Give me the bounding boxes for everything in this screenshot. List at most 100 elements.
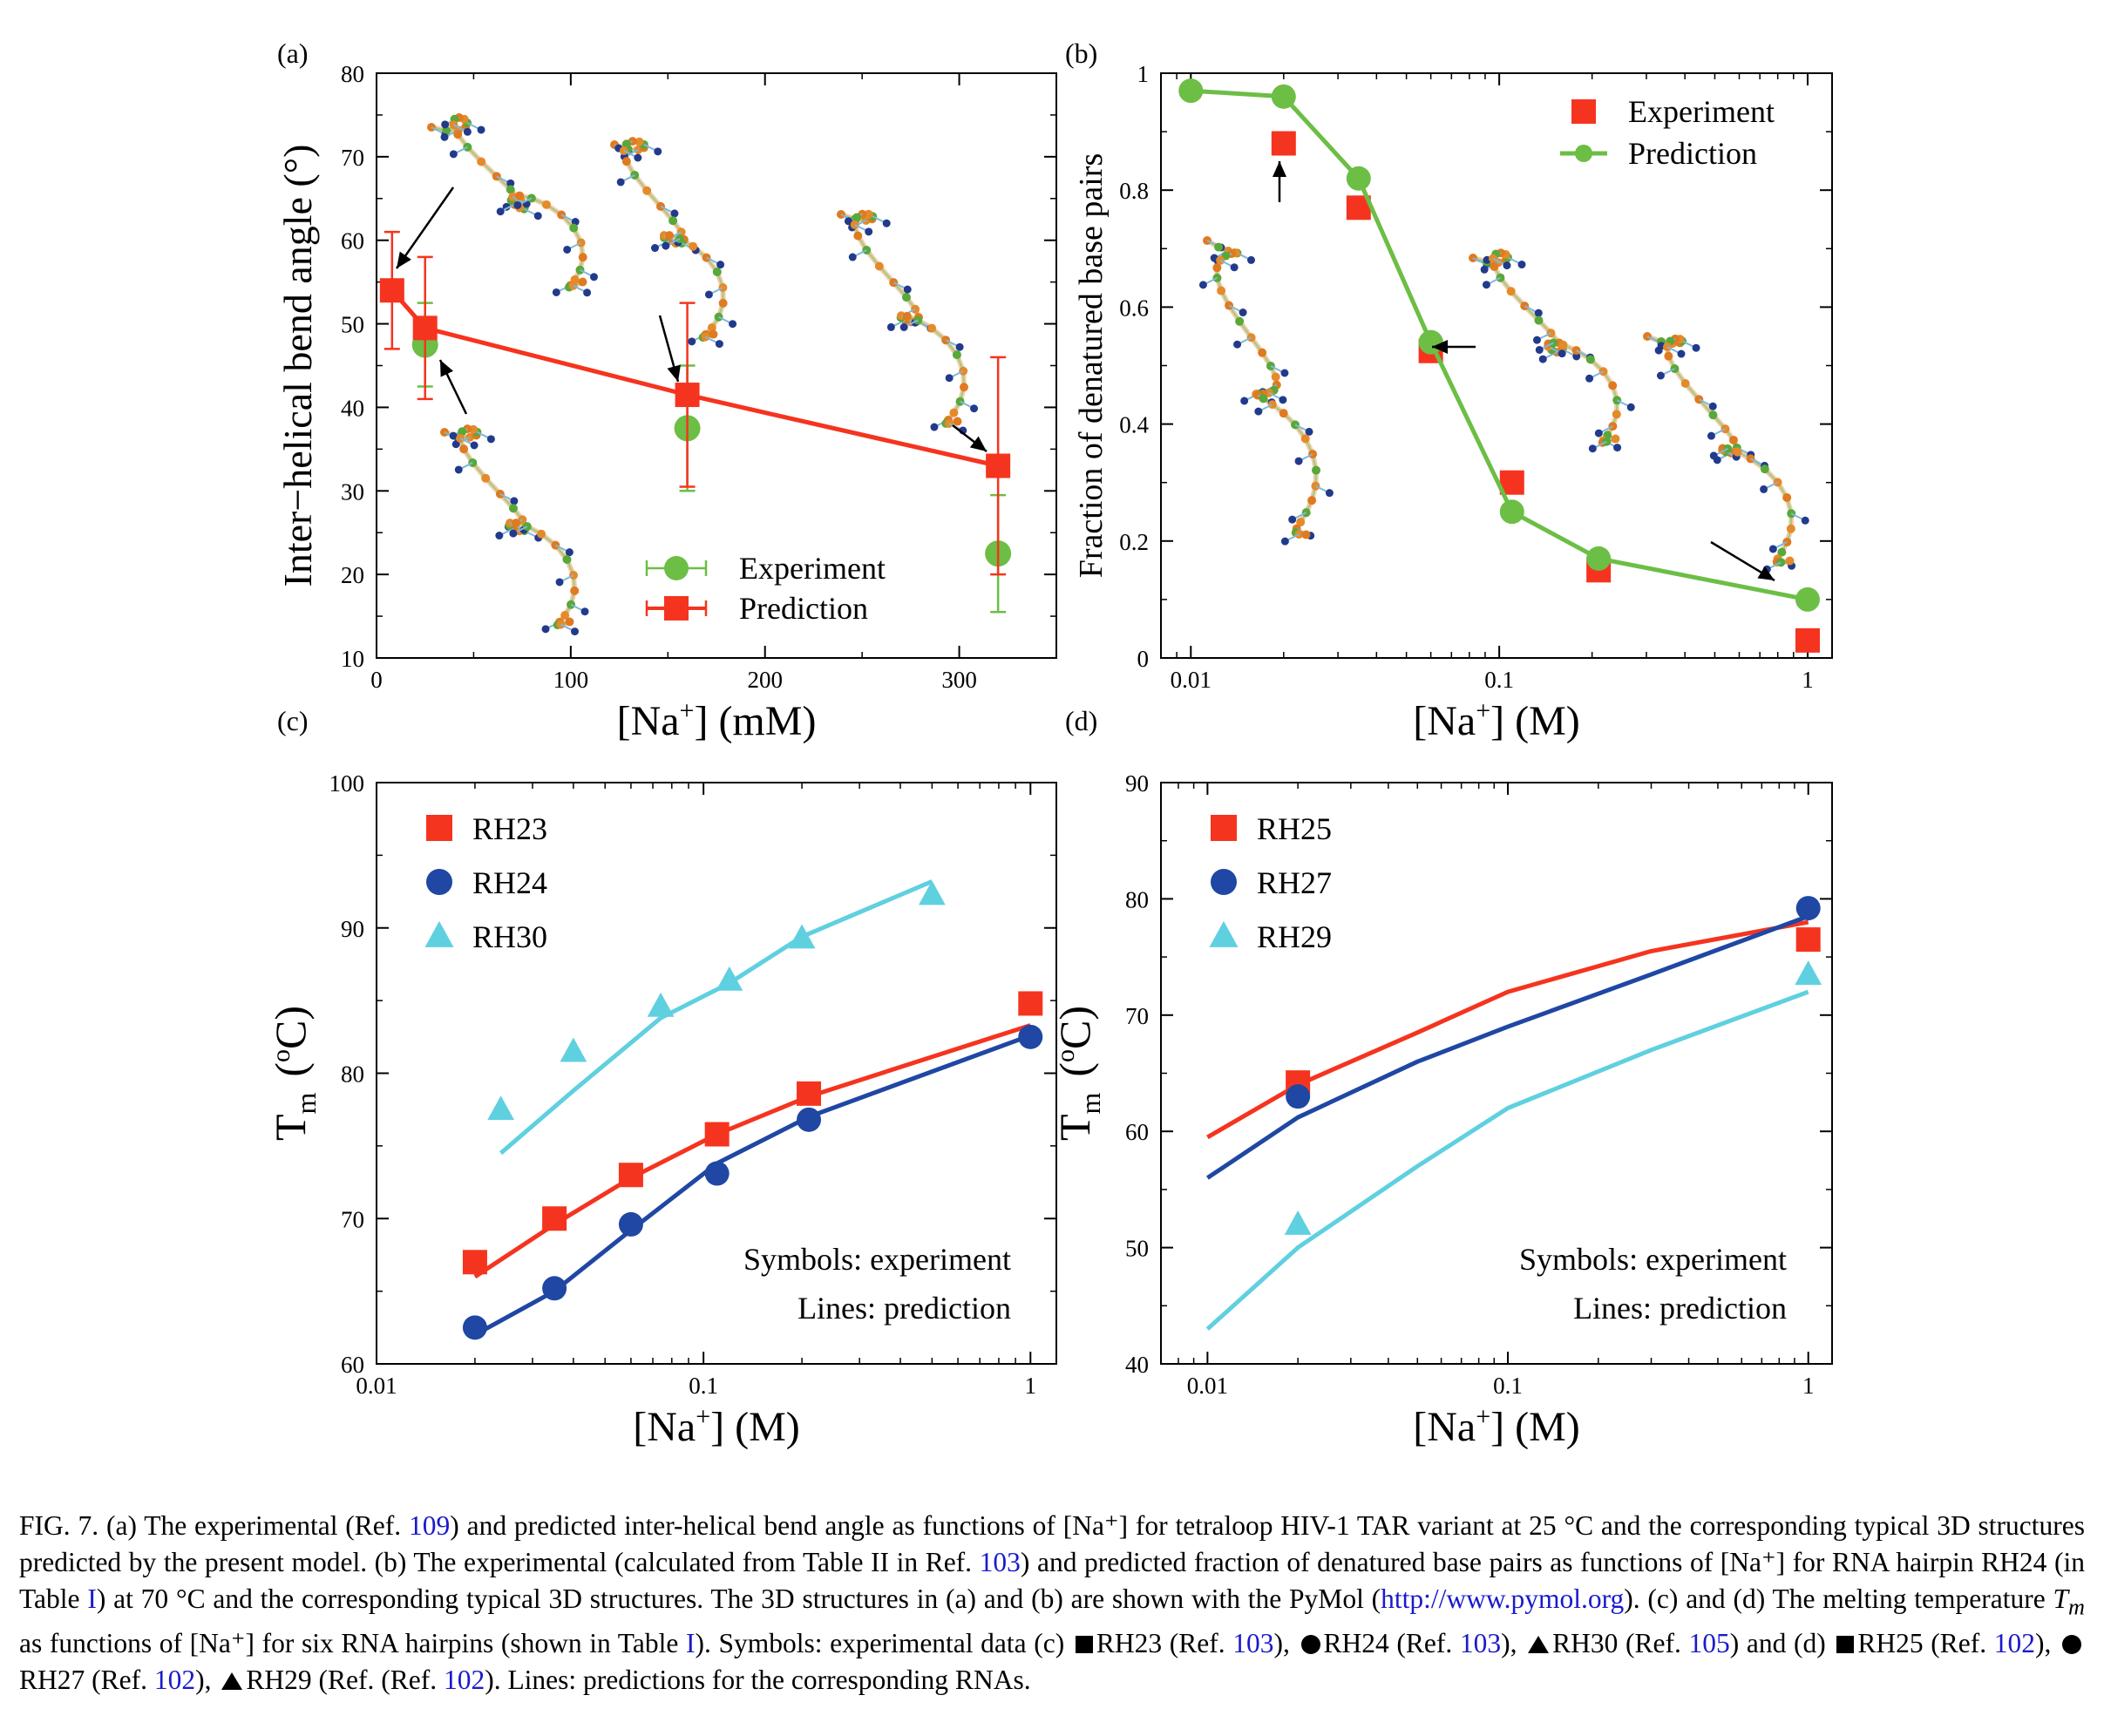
legend: Experiment Prediction bbox=[1560, 94, 1775, 171]
molecule-base-atom bbox=[903, 285, 912, 294]
x-tick-label: 100 bbox=[553, 667, 589, 693]
molecule-atom bbox=[853, 231, 863, 241]
molecule-base-atom bbox=[1708, 402, 1717, 410]
molecule-base-atom bbox=[1233, 340, 1242, 349]
molecule-atom bbox=[1490, 261, 1499, 271]
y-tick-label: 40 bbox=[341, 395, 364, 421]
molecule-atom bbox=[1585, 355, 1595, 364]
y-tick-label: 20 bbox=[341, 562, 364, 588]
data-point bbox=[918, 880, 946, 905]
x-axis-label-part: [Na bbox=[1413, 1404, 1476, 1450]
molecule-base-atom bbox=[470, 441, 478, 450]
molecule-base-atom bbox=[1585, 374, 1594, 383]
molecule-base-atom bbox=[1280, 537, 1289, 546]
caption-url-link[interactable]: http://www.pymol.org bbox=[1381, 1583, 1625, 1614]
molecule-base-atom bbox=[1760, 485, 1768, 493]
y-axis-label: Tm (oC) bbox=[1050, 1006, 1106, 1141]
caption-ref-link[interactable]: 105 bbox=[1688, 1628, 1730, 1659]
caption-text: ). Lines: predictions for the correspond… bbox=[485, 1665, 1031, 1696]
molecule-base-atom bbox=[451, 440, 460, 449]
molecule-base-atom bbox=[930, 423, 939, 431]
molecule-base-atom bbox=[1656, 371, 1665, 380]
x-tick-label: 0.1 bbox=[1493, 1373, 1523, 1399]
y-axis-label-sup: o bbox=[267, 1049, 295, 1062]
caption-text: RH23 (Ref. bbox=[1096, 1628, 1225, 1659]
caption-ref-link[interactable]: 103 bbox=[1459, 1628, 1502, 1659]
arrow-icon bbox=[1710, 540, 1775, 582]
caption-text: RH24 (Ref. bbox=[1323, 1628, 1453, 1659]
molecule-base-atom bbox=[495, 532, 504, 540]
caption-ref-link[interactable]: 103 bbox=[1232, 1628, 1274, 1659]
legend-label: RH24 bbox=[472, 865, 547, 900]
caption-ref-link[interactable]: 109 bbox=[409, 1510, 451, 1541]
molecule-base-atom bbox=[541, 625, 550, 634]
molecule-base-atom bbox=[662, 241, 670, 250]
molecule-atom bbox=[506, 185, 515, 194]
molecule-base-atom bbox=[945, 374, 954, 383]
molecule-atom bbox=[1708, 410, 1718, 420]
x-tick-label: 1 bbox=[1025, 1373, 1037, 1399]
molecule-base-atom bbox=[970, 404, 979, 413]
y-axis-label-part: ( bbox=[266, 1062, 315, 1077]
molecule-base-atom bbox=[899, 322, 908, 331]
arrow-icon bbox=[395, 186, 455, 269]
molecule-atom bbox=[458, 427, 467, 437]
x-axis-label-sup: + bbox=[1476, 1402, 1490, 1431]
x-tick-label: 0.01 bbox=[1171, 667, 1211, 693]
caption-ref-link[interactable]: 102 bbox=[153, 1665, 196, 1696]
molecule-base-atom bbox=[882, 219, 891, 227]
molecule-base-atom bbox=[1480, 265, 1489, 274]
molecule-base-atom bbox=[1768, 545, 1777, 553]
y-tick-label: 50 bbox=[341, 312, 364, 338]
x-tick-label: 0.1 bbox=[689, 1373, 718, 1399]
molecule-atom bbox=[1300, 434, 1310, 444]
molecule-base-atom bbox=[1230, 263, 1239, 272]
arrow-head bbox=[1757, 566, 1775, 580]
circle-icon bbox=[2062, 1635, 2082, 1655]
caption-tm: Tm bbox=[2053, 1583, 2086, 1620]
molecule-base-atom bbox=[1613, 444, 1622, 452]
molecule-base-atom bbox=[1801, 516, 1809, 525]
molecule-atom bbox=[1680, 379, 1690, 389]
y-axis-label-part: T bbox=[1050, 1115, 1099, 1142]
y-tick-label: 100 bbox=[329, 770, 365, 797]
legend-marker bbox=[1575, 145, 1592, 162]
molecule-atom bbox=[1217, 286, 1226, 295]
series-prediction bbox=[379, 230, 1011, 576]
molecule-base-atom bbox=[1482, 281, 1490, 289]
y-axis-label: Inter−helical bend angle (°) bbox=[275, 145, 320, 587]
molecule-atom bbox=[1776, 558, 1786, 567]
x-axis-label: [Na+] (M) bbox=[1413, 696, 1580, 744]
x-axis-label-sup: + bbox=[1476, 696, 1490, 725]
molecule-base-atom bbox=[1279, 396, 1287, 404]
caption-ref-link[interactable]: 103 bbox=[979, 1547, 1021, 1577]
molecule-base-atom bbox=[704, 290, 713, 299]
molecule-backbone bbox=[431, 114, 586, 290]
data-point bbox=[704, 1161, 730, 1186]
molecule-base-atom bbox=[616, 178, 625, 186]
x-axis-label-sup: + bbox=[680, 696, 695, 725]
x-axis-label-part: [Na bbox=[617, 698, 680, 744]
legend-label: RH25 bbox=[1257, 811, 1332, 846]
caption-table-link[interactable]: I bbox=[87, 1583, 97, 1614]
caption-table-link[interactable]: I bbox=[685, 1628, 696, 1659]
molecule-base-atom bbox=[1558, 349, 1566, 358]
legend-label: RH27 bbox=[1257, 865, 1332, 900]
molecule-base-atom bbox=[886, 322, 895, 331]
y-axis-label: Tm (oC) bbox=[266, 1006, 322, 1141]
caption-ref-link[interactable]: 102 bbox=[1993, 1628, 2036, 1659]
arrow-icon bbox=[952, 424, 988, 452]
series-line bbox=[499, 879, 933, 1156]
molecule-atom bbox=[712, 267, 722, 276]
square-icon bbox=[1075, 1636, 1093, 1654]
molecule-atom bbox=[709, 329, 718, 339]
molecule-atom bbox=[1534, 315, 1544, 325]
molecule-atom bbox=[578, 277, 587, 287]
molecule-base-atom bbox=[1503, 261, 1511, 270]
y-tick-label: 0.8 bbox=[1119, 178, 1149, 204]
series-rh24 bbox=[462, 1024, 1043, 1340]
series-line bbox=[390, 288, 999, 468]
y-axis-label: Fraction of denatured base pairs bbox=[1073, 153, 1110, 579]
molecule-base-atom bbox=[486, 435, 495, 444]
caption-ref-link[interactable]: 102 bbox=[443, 1665, 485, 1696]
